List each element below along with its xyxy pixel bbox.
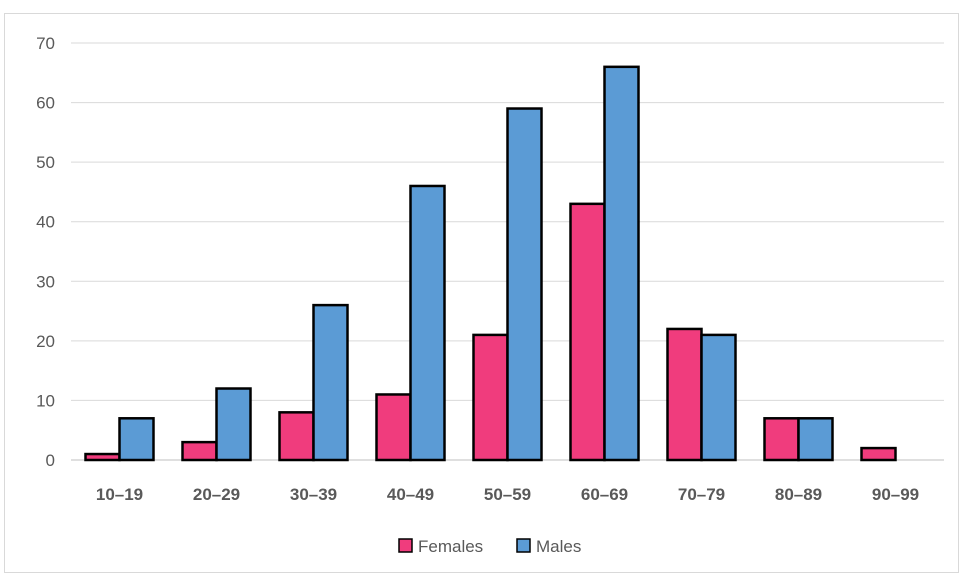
bar-males-60–69 — [603, 65, 640, 462]
legend-label-males: Males — [536, 537, 581, 556]
bar-females-10–19 — [84, 452, 121, 462]
bar-males-10–19 — [118, 417, 155, 462]
y-tick-label: 0 — [46, 451, 55, 470]
y-tick-label: 10 — [36, 391, 55, 410]
legend-swatch-females — [398, 538, 413, 553]
y-tick-label: 30 — [36, 272, 55, 291]
x-axis-ticks: 10–19 20–29 30–39 40–49 50–59 60–69 70–79 80–89… — [96, 485, 919, 504]
x-tick-label: 10–19 — [96, 485, 143, 504]
x-tick-label: 30–39 — [290, 485, 337, 504]
bar-females-40–49 — [375, 393, 412, 462]
y-tick-label: 20 — [36, 332, 55, 351]
y-tick-label: 70 — [36, 34, 55, 53]
bar-females-50–59 — [472, 333, 509, 462]
x-tick-label: 60–69 — [581, 485, 628, 504]
x-tick-label: 70–79 — [678, 485, 725, 504]
y-axis-ticks: 0 10 20 30 40 50 60 70 — [36, 34, 55, 470]
bar-males-70–79 — [700, 333, 737, 462]
x-tick-label: 90–99 — [872, 485, 919, 504]
chart-frame — [4, 13, 959, 573]
x-tick-label: 50–59 — [484, 485, 531, 504]
x-tick-label: 20–29 — [193, 485, 240, 504]
bar-males-50–59 — [506, 107, 543, 462]
bar-females-60–69 — [569, 202, 606, 462]
x-tick-label: 40–49 — [387, 485, 434, 504]
legend-label-females: Females — [418, 537, 483, 556]
bar-males-40–49 — [409, 184, 446, 462]
bar-females-80–89 — [763, 417, 800, 462]
bar-males-30–39 — [312, 303, 349, 462]
legend: Females Males — [398, 537, 581, 556]
legend-swatch-males — [516, 538, 531, 553]
y-tick-label: 60 — [36, 94, 55, 113]
y-tick-label: 40 — [36, 213, 55, 232]
bar-females-30–39 — [278, 411, 315, 462]
y-tick-label: 50 — [36, 153, 55, 172]
bars — [84, 65, 897, 462]
bar-males-20–29 — [215, 387, 252, 462]
bar-females-90–99 — [860, 446, 897, 462]
bar-females-20–29 — [181, 440, 218, 462]
x-tick-label: 80–89 — [775, 485, 822, 504]
bar-males-80–89 — [797, 417, 834, 462]
bar-females-70–79 — [666, 327, 703, 462]
